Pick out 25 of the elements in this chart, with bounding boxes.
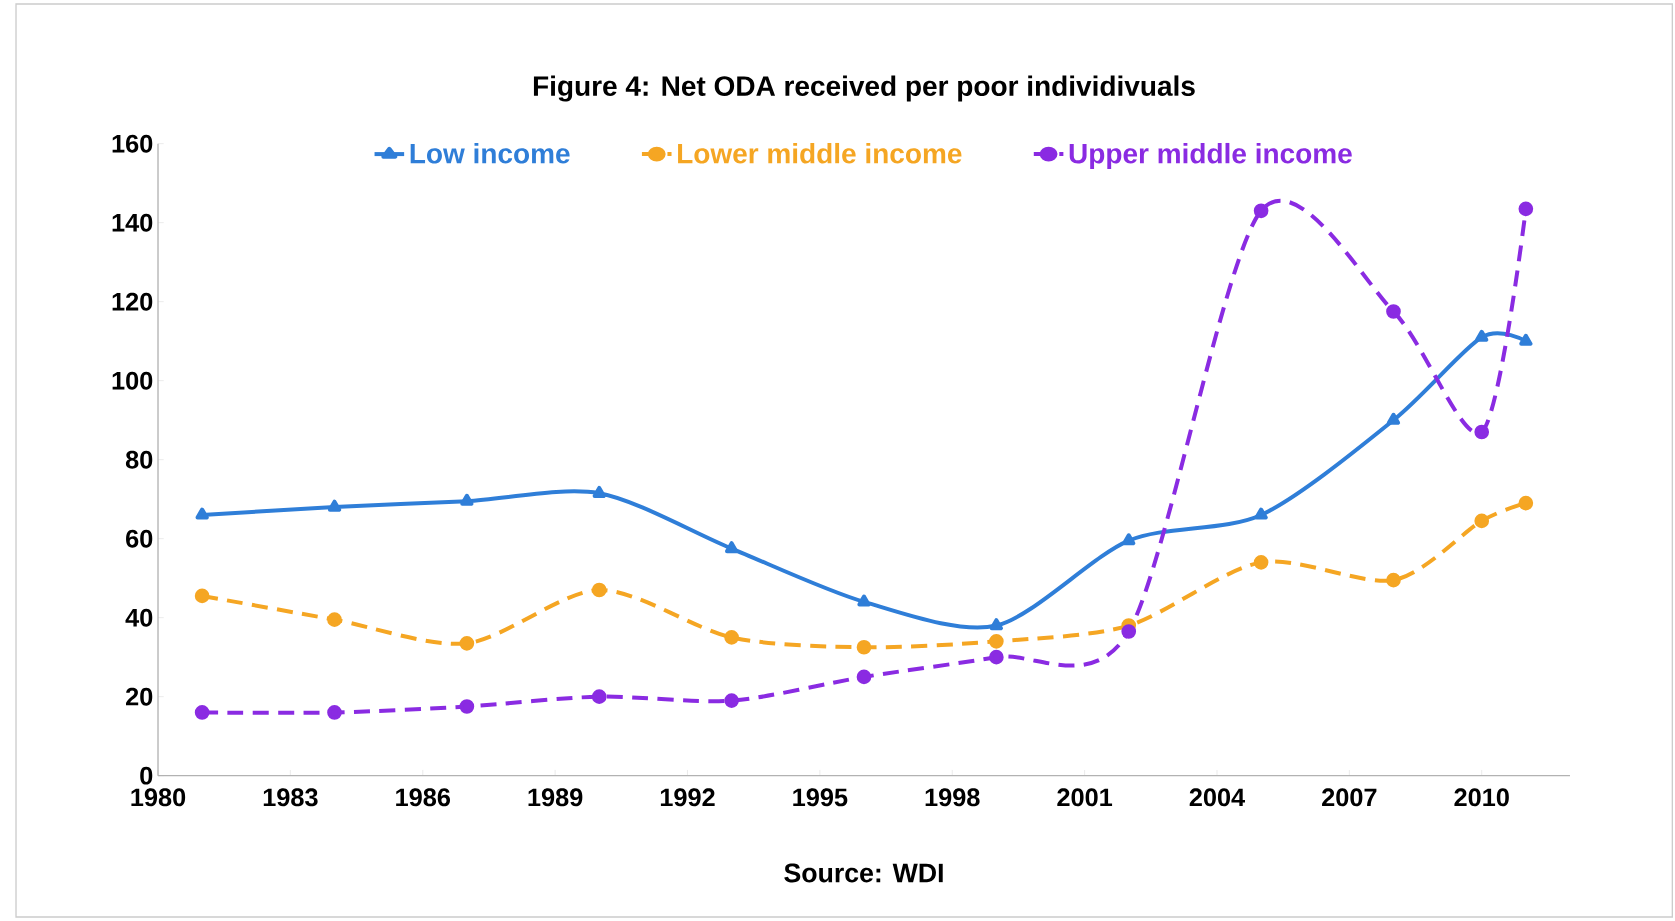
x-tick-label: 1989 — [528, 788, 583, 807]
legend-label: Upper middle income — [1069, 142, 1352, 170]
x-tick-label: 2001 — [1057, 788, 1113, 807]
x-tick-label: 1992 — [660, 788, 715, 807]
y-tick-label: 140 — [112, 213, 153, 232]
y-tick-label: 40 — [125, 608, 153, 627]
y-tick-label: 0 — [140, 766, 153, 785]
x-tick-label: 1980 — [131, 788, 186, 807]
y-tick-label: 80 — [125, 450, 153, 469]
y-tick-label: 160 — [112, 134, 153, 153]
y-tick-label: 120 — [112, 292, 153, 311]
source-note: Source: WDI — [784, 863, 943, 883]
x-tick-label: 2004 — [1189, 788, 1246, 807]
x-tick-label: 2010 — [1454, 788, 1509, 807]
x-tick-label: 1983 — [263, 788, 318, 807]
y-tick-label: 60 — [126, 529, 153, 548]
y-tick-label: 20 — [126, 687, 153, 706]
legend-label: Lower middle income — [678, 142, 962, 164]
x-tick-label: 1986 — [396, 788, 451, 807]
x-tick-label: 2007 — [1322, 788, 1377, 807]
chart-title: Figure 4: Net ODA received per poor individivuals — [533, 75, 1195, 102]
y-tick-label: 100 — [112, 371, 153, 390]
x-tick-label: 1998 — [925, 788, 980, 807]
legend-label: Low income — [410, 142, 570, 164]
x-tick-label: 1995 — [793, 788, 848, 807]
